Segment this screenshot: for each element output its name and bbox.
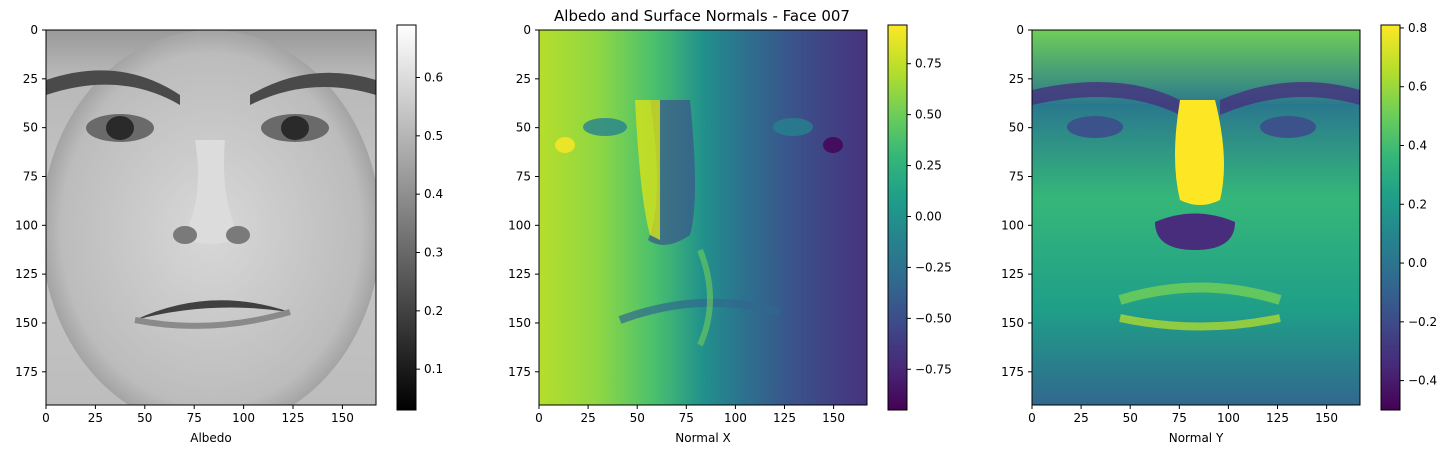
colorbar-tick-label: 0.4 bbox=[424, 187, 443, 201]
y-tick-label: 175 bbox=[15, 365, 38, 379]
x-tick-label: 25 bbox=[88, 411, 103, 425]
y-tick-label: 0 bbox=[1016, 23, 1024, 37]
x-axis-label: Normal X bbox=[675, 431, 730, 445]
normal-x-colorbar bbox=[887, 24, 908, 411]
y-tick-label: 125 bbox=[508, 267, 531, 281]
x-tick-label: 0 bbox=[535, 411, 543, 425]
x-axis-label: Albedo bbox=[190, 431, 232, 445]
colorbar-tick-label: 0.4 bbox=[1408, 138, 1427, 152]
y-tick-label: 50 bbox=[23, 121, 38, 135]
colorbar-tick-label: −0.2 bbox=[1408, 315, 1437, 329]
x-tick-label: 150 bbox=[822, 411, 845, 425]
albedo-colorbar bbox=[396, 24, 417, 411]
y-tick-label: 0 bbox=[523, 23, 531, 37]
y-tick-label: 25 bbox=[1009, 72, 1024, 86]
y-tick-label: 75 bbox=[23, 169, 38, 183]
x-axis-label: Normal Y bbox=[1169, 431, 1224, 445]
y-tick-label: 50 bbox=[1009, 121, 1024, 135]
normal-y-image bbox=[1032, 30, 1360, 405]
y-tick-label: 100 bbox=[15, 218, 38, 232]
colorbar-tick-label: 0.50 bbox=[915, 108, 942, 122]
colorbar-tick-label: −0.4 bbox=[1408, 374, 1437, 388]
albedo-image bbox=[46, 30, 376, 405]
y-tick-label: 100 bbox=[1001, 218, 1024, 232]
x-tick-label: 0 bbox=[42, 411, 50, 425]
x-tick-label: 150 bbox=[1315, 411, 1338, 425]
colorbar-tick-label: 0.8 bbox=[1408, 21, 1427, 35]
x-tick-label: 25 bbox=[1073, 411, 1088, 425]
y-tick-label: 150 bbox=[508, 316, 531, 330]
y-tick-label: 125 bbox=[15, 267, 38, 281]
y-tick-label: 100 bbox=[508, 218, 531, 232]
y-tick-label: 25 bbox=[516, 72, 531, 86]
x-tick-label: 75 bbox=[1172, 411, 1187, 425]
y-tick-label: 75 bbox=[516, 169, 531, 183]
y-tick-label: 150 bbox=[1001, 316, 1024, 330]
x-tick-label: 50 bbox=[137, 411, 152, 425]
colorbar-tick-label: 0.2 bbox=[1408, 197, 1427, 211]
normal-x-image bbox=[539, 30, 867, 405]
colorbar-tick-label: 0.3 bbox=[424, 246, 443, 260]
colorbar-tick-label: 0.75 bbox=[915, 57, 942, 71]
x-tick-label: 75 bbox=[187, 411, 202, 425]
y-tick-label: 175 bbox=[1001, 365, 1024, 379]
x-tick-label: 150 bbox=[331, 411, 354, 425]
y-tick-label: 25 bbox=[23, 72, 38, 86]
y-tick-label: 125 bbox=[1001, 267, 1024, 281]
colorbar-tick-label: 0.5 bbox=[424, 129, 443, 143]
x-tick-label: 75 bbox=[679, 411, 694, 425]
x-tick-label: 125 bbox=[1266, 411, 1289, 425]
colorbar-tick-label: 0.6 bbox=[1408, 80, 1427, 94]
x-tick-label: 100 bbox=[232, 411, 255, 425]
figure-title: Albedo and Surface Normals - Face 007 bbox=[554, 7, 850, 25]
x-tick-label: 125 bbox=[282, 411, 305, 425]
x-tick-label: 25 bbox=[580, 411, 595, 425]
y-tick-label: 0 bbox=[30, 23, 38, 37]
x-tick-label: 125 bbox=[773, 411, 796, 425]
x-tick-label: 100 bbox=[1217, 411, 1240, 425]
y-tick-label: 75 bbox=[1009, 169, 1024, 183]
colorbar-tick-label: −0.75 bbox=[915, 362, 952, 376]
normal-y-colorbar bbox=[1380, 24, 1401, 411]
y-tick-label: 150 bbox=[15, 316, 38, 330]
colorbar-tick-label: 0.0 bbox=[1408, 256, 1427, 270]
colorbar-tick-label: −0.25 bbox=[915, 260, 952, 274]
y-tick-label: 175 bbox=[508, 365, 531, 379]
x-tick-label: 50 bbox=[1123, 411, 1138, 425]
colorbar-tick-label: −0.50 bbox=[915, 311, 952, 325]
x-tick-label: 50 bbox=[630, 411, 645, 425]
x-tick-label: 100 bbox=[724, 411, 747, 425]
colorbar-tick-label: 0.25 bbox=[915, 159, 942, 173]
colorbar-tick-label: 0.2 bbox=[424, 304, 443, 318]
colorbar-tick-label: 0.6 bbox=[424, 71, 443, 85]
colorbar-tick-label: 0.00 bbox=[915, 209, 942, 223]
y-tick-label: 50 bbox=[516, 121, 531, 135]
x-tick-label: 0 bbox=[1028, 411, 1036, 425]
colorbar-tick-label: 0.1 bbox=[424, 362, 443, 376]
